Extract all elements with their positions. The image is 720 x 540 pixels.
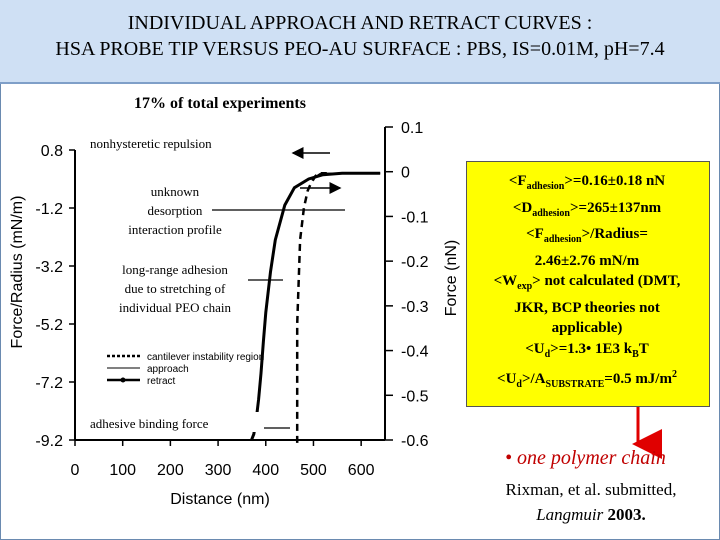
left-tick-label-3: -5.2 bbox=[35, 317, 63, 334]
legend-marker-retract bbox=[120, 377, 126, 383]
x-tick-label-0: 0 bbox=[71, 462, 80, 479]
annotation-longrange-1: long-range adhesion bbox=[122, 262, 228, 277]
legend-instability: cantilever instability region bbox=[147, 352, 264, 363]
citation-line-1: Rixman, et al. submitted, bbox=[505, 480, 677, 499]
right-tick-label-1: 0 bbox=[401, 165, 410, 182]
annotation-nonhysteretic: nonhysteretic repulsion bbox=[90, 136, 212, 151]
annotation-unknown-2: desorption bbox=[148, 203, 203, 218]
left-tick-label-5: -9.2 bbox=[35, 433, 63, 450]
x-tick-label-3: 300 bbox=[205, 462, 232, 479]
left-tick-label-0: 0.8 bbox=[41, 143, 63, 160]
citation-journal: Langmuir bbox=[536, 505, 604, 524]
citation-year: 2003. bbox=[603, 505, 646, 524]
adhesive-label-box bbox=[86, 412, 264, 432]
x-tick-marks: 0 100 200 300 400 500 600 bbox=[71, 440, 375, 479]
legend-retract: retract bbox=[147, 376, 176, 387]
x-tick-label-6: 600 bbox=[348, 462, 375, 479]
header-bar: INDIVIDUAL APPROACH AND RETRACT CURVES :… bbox=[0, 0, 720, 84]
stats-box bbox=[466, 161, 710, 407]
right-tick-label-4: -0.3 bbox=[401, 299, 429, 316]
series-retract bbox=[250, 171, 381, 441]
citation-line-2: Langmuir 2003. bbox=[466, 505, 716, 525]
stat-force-radius-value: 2.46±2.76 mN/m bbox=[534, 252, 640, 269]
stats-text: <Fadhesion>=0.16±0.18 nN <Dadhesion>=265… bbox=[466, 171, 708, 396]
stat-energy: <Ud>=1.3• 1E3 kBT bbox=[525, 340, 649, 360]
annotation-adhesive: adhesive binding force bbox=[90, 416, 209, 431]
x-tick-label-5: 500 bbox=[300, 462, 327, 479]
subtitle: 17% of total experiments bbox=[134, 95, 306, 112]
stat-work-3: applicable) bbox=[551, 320, 623, 336]
chart-legend: cantilever instability region approach r… bbox=[107, 352, 264, 387]
x-tick-label-2: 200 bbox=[157, 462, 184, 479]
right-y-axis-label: Force (nN) bbox=[443, 240, 460, 316]
left-tick-marks: 0.8 -1.2 -3.2 -5.2 -7.2 -9.2 bbox=[35, 143, 75, 450]
right-tick-label-2: -0.1 bbox=[401, 209, 429, 226]
annotation-longrange-2: due to stretching of bbox=[125, 281, 226, 296]
title-line-2: HSA PROBE TIP VERSUS PEO-AU SURFACE : PB… bbox=[55, 38, 665, 60]
annotation-unknown-3: interaction profile bbox=[128, 222, 222, 237]
left-tick-label-1: -1.2 bbox=[35, 201, 63, 218]
left-tick-label-4: -7.2 bbox=[35, 375, 63, 392]
left-y-axis-label: Force/Radius (mN/m) bbox=[9, 196, 26, 349]
series-cantilever-instability bbox=[295, 171, 327, 443]
right-tick-label-6: -0.5 bbox=[401, 388, 429, 405]
right-tick-label-7: -0.6 bbox=[401, 433, 429, 450]
stat-work-2: JKR, BCP theories not bbox=[514, 299, 660, 316]
x-axis-label: Distance (nm) bbox=[170, 491, 270, 508]
title-line-1: INDIVIDUAL APPROACH AND RETRACT CURVES : bbox=[127, 12, 593, 34]
stat-energy-per-area: <Ud>/ASUBSTRATE=0.5 mJ/m2 bbox=[497, 369, 677, 390]
stat-adhesion-distance: <Dadhesion>=265±137nm bbox=[512, 199, 662, 219]
annotation-longrange-3: individual PEO chain bbox=[119, 300, 231, 315]
legend-approach: approach bbox=[147, 364, 189, 375]
x-tick-label-4: 400 bbox=[252, 462, 279, 479]
left-tick-label-2: -3.2 bbox=[35, 259, 63, 276]
right-tick-label-0: 0.1 bbox=[401, 120, 423, 137]
stat-work: <Wexp> not calculated (DMT, bbox=[493, 273, 681, 292]
right-tick-label-3: -0.2 bbox=[401, 254, 429, 271]
stat-force-radius-label: <Fadhesion>/Radius= bbox=[526, 226, 648, 245]
right-tick-label-5: -0.4 bbox=[401, 344, 429, 361]
x-tick-label-1: 100 bbox=[109, 462, 136, 479]
stat-adhesion-force: <Fadhesion>=0.16±0.18 nN bbox=[508, 173, 666, 192]
annotation-unknown-1: unknown bbox=[151, 184, 200, 199]
right-tick-marks: 0.1 0 -0.1 -0.2 -0.3 -0.4 -0.5 -0.6 bbox=[385, 120, 429, 450]
polymer-chain-note: • one polymer chain bbox=[505, 447, 666, 469]
